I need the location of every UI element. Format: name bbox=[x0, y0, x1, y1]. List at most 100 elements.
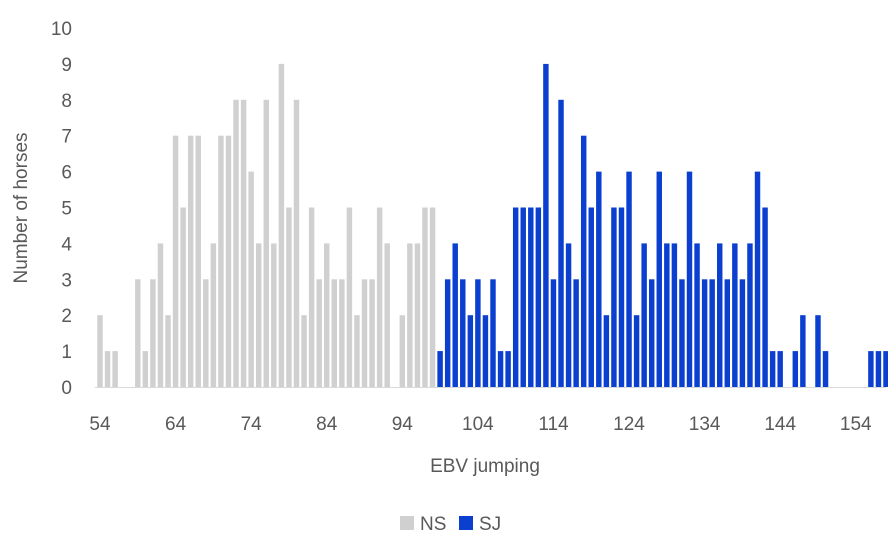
bar-sj bbox=[580, 135, 587, 387]
bar-ns bbox=[255, 243, 262, 387]
bar-ns bbox=[414, 243, 421, 387]
bar-sj bbox=[717, 243, 723, 387]
bar-ns bbox=[429, 207, 436, 387]
bar-sj bbox=[701, 279, 708, 387]
bar-sj bbox=[694, 243, 700, 387]
bar-sj bbox=[452, 243, 458, 387]
x-axis-title: EBV jumping bbox=[430, 456, 540, 477]
bar-ns bbox=[361, 279, 368, 387]
bar-sj bbox=[679, 279, 685, 387]
bar-sj bbox=[754, 171, 761, 387]
bar-sj bbox=[611, 207, 617, 387]
bar-ns bbox=[263, 99, 269, 388]
bar-ns bbox=[278, 63, 285, 388]
bar-sj bbox=[800, 315, 806, 387]
bar-sj bbox=[550, 279, 557, 387]
bar-ns bbox=[346, 207, 353, 387]
legend-label-sj: SJ bbox=[479, 514, 501, 535]
bar-sj bbox=[467, 315, 474, 387]
bar-ns bbox=[399, 315, 406, 387]
bar-ns bbox=[240, 99, 247, 388]
x-tick-label: 134 bbox=[689, 414, 721, 435]
legend-label-ns: NS bbox=[420, 514, 446, 535]
bar-ns bbox=[218, 135, 224, 387]
bar-ns bbox=[301, 315, 307, 387]
legend-swatch-ns bbox=[400, 516, 414, 530]
bar-sj bbox=[762, 207, 768, 387]
bar-ns bbox=[142, 351, 149, 387]
x-tick-label: 104 bbox=[462, 414, 494, 435]
bar-sj bbox=[777, 351, 783, 387]
x-tick-label: 64 bbox=[165, 414, 187, 435]
bar-sj bbox=[505, 351, 511, 387]
y-axis-ticks: 0 1 2 3 4 5 6 7 8 9 10 bbox=[51, 19, 73, 399]
bar-sj bbox=[868, 351, 874, 387]
bar-ns bbox=[422, 207, 428, 387]
bar-sj bbox=[747, 243, 753, 387]
y-axis-title: Number of horses bbox=[11, 132, 32, 283]
x-tick-label: 94 bbox=[392, 414, 414, 435]
y-tick-label: 2 bbox=[61, 306, 72, 327]
bar-sj bbox=[709, 279, 715, 387]
bar-sj bbox=[626, 171, 632, 387]
bar-ns bbox=[187, 135, 194, 387]
bar-sj bbox=[543, 63, 549, 388]
bar-sj bbox=[596, 171, 602, 387]
bar-sj bbox=[724, 279, 731, 387]
bar-sj bbox=[739, 279, 746, 387]
bar-sj bbox=[528, 207, 534, 387]
bar-sj bbox=[558, 99, 564, 388]
x-tick-label: 54 bbox=[89, 414, 111, 435]
x-tick-label: 114 bbox=[538, 414, 569, 435]
bar-ns bbox=[369, 279, 375, 387]
bar-ns bbox=[225, 135, 232, 387]
bar-ns bbox=[180, 207, 186, 387]
bar-sj bbox=[535, 207, 542, 387]
bar-sj bbox=[618, 207, 625, 387]
y-tick-label: 4 bbox=[61, 234, 72, 255]
bar-sj bbox=[769, 351, 776, 387]
bar-ns bbox=[97, 315, 103, 387]
bar-ns bbox=[316, 279, 322, 387]
x-axis-ticks: 54 64 74 84 94 104 114 124 134 144 154 bbox=[89, 414, 872, 435]
legend: NS SJ bbox=[400, 514, 501, 535]
y-tick-label: 7 bbox=[61, 127, 72, 148]
bar-ns bbox=[150, 279, 156, 387]
series-ns-bars bbox=[97, 63, 443, 388]
bar-ns bbox=[165, 315, 171, 387]
bar-sj bbox=[686, 171, 693, 387]
bar-sj bbox=[512, 207, 519, 387]
bar-sj bbox=[520, 207, 526, 387]
bar-sj bbox=[437, 351, 443, 387]
bar-ns bbox=[407, 243, 413, 387]
bar-sj bbox=[460, 279, 466, 387]
bar-sj bbox=[822, 351, 829, 387]
y-tick-label: 8 bbox=[61, 91, 72, 112]
bar-sj bbox=[475, 279, 481, 387]
bar-sj bbox=[648, 279, 655, 387]
bar-ns bbox=[331, 279, 338, 387]
bar-sj bbox=[444, 279, 451, 387]
bar-ns bbox=[271, 243, 277, 387]
bar-sj bbox=[565, 243, 572, 387]
x-tick-label: 74 bbox=[241, 414, 263, 435]
x-tick-label: 154 bbox=[840, 414, 872, 435]
bar-sj bbox=[671, 243, 678, 387]
series-sj-bars bbox=[437, 63, 888, 388]
bar-ns bbox=[324, 243, 330, 387]
bar-sj bbox=[664, 243, 670, 387]
bar-ns bbox=[210, 243, 217, 387]
x-tick-label: 144 bbox=[764, 414, 796, 435]
bar-ns bbox=[157, 243, 164, 387]
y-tick-label: 9 bbox=[61, 55, 72, 76]
bar-sj bbox=[641, 243, 647, 387]
bar-sj bbox=[490, 279, 496, 387]
bar-ns bbox=[172, 135, 179, 387]
y-tick-label: 1 bbox=[61, 342, 72, 363]
bar-ns bbox=[203, 279, 209, 387]
bar-ns bbox=[384, 243, 390, 387]
bar-ns bbox=[104, 351, 111, 387]
bar-ns bbox=[195, 135, 201, 387]
bar-sj bbox=[792, 351, 799, 387]
bar-ns bbox=[339, 279, 345, 387]
